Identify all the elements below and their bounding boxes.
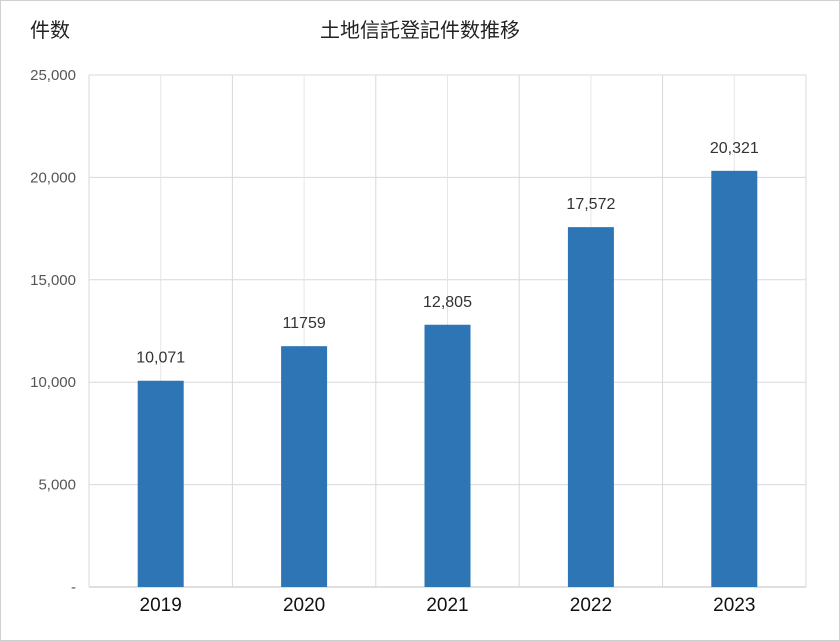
bar (567, 227, 614, 588)
x-tick-label: 2022 (570, 595, 612, 616)
data-label: 10,071 (136, 350, 185, 367)
y-tick-label: 5,000 (38, 477, 76, 494)
bar (424, 324, 471, 587)
chart-title: 土地信託登記件数推移 (320, 18, 520, 42)
x-tick-label: 2023 (713, 595, 755, 616)
y-tick-label: - (71, 579, 76, 596)
y-tick-label: 20,000 (30, 169, 76, 186)
bar (281, 346, 328, 587)
bar (711, 170, 758, 587)
y-axis-unit-label: 件数 (30, 18, 70, 42)
y-tick-label: 15,000 (30, 272, 76, 289)
x-tick-label: 2020 (283, 595, 325, 616)
y-tick-label: 10,000 (30, 374, 76, 391)
data-label: 11759 (282, 315, 325, 332)
data-label: 17,572 (566, 196, 615, 213)
x-tick-label: 2019 (140, 595, 182, 616)
y-tick-label: 25,000 (30, 67, 76, 84)
bar (137, 380, 184, 587)
data-label: 20,321 (710, 140, 759, 157)
data-label: 12,805 (423, 294, 472, 311)
x-tick-label: 2021 (426, 595, 468, 616)
